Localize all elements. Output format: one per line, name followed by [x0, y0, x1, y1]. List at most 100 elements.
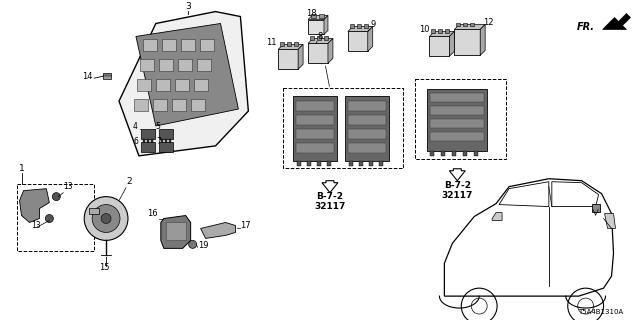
- Text: 9: 9: [371, 20, 376, 29]
- Bar: [296, 143, 334, 153]
- Bar: [153, 99, 167, 111]
- Text: 32117: 32117: [314, 202, 346, 211]
- Bar: [431, 106, 484, 115]
- Bar: [452, 151, 456, 156]
- Bar: [317, 36, 321, 40]
- Bar: [156, 79, 170, 91]
- Bar: [431, 93, 484, 102]
- Text: B-7-2: B-7-2: [316, 192, 344, 201]
- Bar: [191, 99, 205, 111]
- Bar: [161, 139, 163, 143]
- Bar: [194, 79, 207, 91]
- Bar: [454, 29, 480, 55]
- Bar: [143, 39, 157, 51]
- Bar: [180, 39, 195, 51]
- Bar: [310, 36, 314, 40]
- Circle shape: [84, 196, 128, 240]
- Bar: [200, 39, 214, 51]
- Text: 6: 6: [133, 137, 138, 146]
- Polygon shape: [19, 189, 49, 222]
- Bar: [348, 115, 386, 125]
- Polygon shape: [603, 13, 630, 29]
- Bar: [348, 143, 386, 153]
- Polygon shape: [368, 27, 372, 51]
- Bar: [287, 43, 291, 46]
- Bar: [349, 161, 353, 166]
- Bar: [345, 96, 388, 161]
- Bar: [357, 25, 361, 28]
- Bar: [308, 44, 328, 63]
- Bar: [89, 208, 99, 213]
- Bar: [379, 161, 383, 166]
- Text: 11: 11: [266, 38, 276, 47]
- Bar: [159, 142, 173, 152]
- Bar: [428, 89, 487, 151]
- Bar: [431, 151, 435, 156]
- Bar: [474, 151, 478, 156]
- FancyArrow shape: [449, 169, 465, 181]
- Polygon shape: [454, 25, 485, 29]
- Text: 19: 19: [198, 241, 208, 250]
- Bar: [166, 222, 186, 240]
- Bar: [348, 101, 386, 111]
- Bar: [438, 29, 442, 34]
- Text: 8: 8: [317, 32, 323, 41]
- Bar: [172, 99, 186, 111]
- Polygon shape: [161, 216, 191, 248]
- Bar: [134, 99, 148, 111]
- Bar: [470, 22, 474, 27]
- Text: 14: 14: [82, 72, 92, 81]
- Text: FR.: FR.: [577, 22, 595, 32]
- Bar: [141, 142, 155, 152]
- Bar: [431, 132, 484, 141]
- Bar: [143, 139, 145, 143]
- Bar: [159, 129, 173, 139]
- Bar: [141, 129, 155, 139]
- Text: 32117: 32117: [442, 191, 473, 200]
- Polygon shape: [429, 31, 454, 36]
- Text: B-7-2: B-7-2: [444, 181, 471, 190]
- Polygon shape: [348, 27, 372, 31]
- Circle shape: [189, 240, 196, 248]
- Bar: [162, 39, 176, 51]
- Bar: [137, 79, 151, 91]
- Bar: [431, 29, 435, 34]
- Polygon shape: [328, 38, 333, 63]
- Text: 13: 13: [31, 221, 41, 230]
- Bar: [442, 151, 445, 156]
- Polygon shape: [605, 213, 616, 228]
- Bar: [350, 25, 354, 28]
- Bar: [164, 139, 167, 143]
- Polygon shape: [449, 31, 454, 56]
- Circle shape: [92, 204, 120, 232]
- Circle shape: [52, 193, 60, 201]
- Polygon shape: [324, 16, 328, 35]
- Polygon shape: [278, 44, 303, 49]
- Bar: [293, 96, 337, 161]
- Bar: [324, 36, 328, 40]
- Bar: [297, 161, 301, 166]
- Text: 1: 1: [19, 164, 24, 173]
- Bar: [348, 129, 386, 139]
- Text: 4: 4: [133, 122, 138, 131]
- Text: 2: 2: [126, 177, 132, 186]
- FancyArrow shape: [322, 181, 338, 193]
- Bar: [196, 59, 211, 71]
- Text: 18: 18: [306, 9, 316, 18]
- Bar: [431, 119, 484, 128]
- Bar: [415, 79, 506, 159]
- Text: 12: 12: [483, 19, 493, 28]
- Text: 16: 16: [147, 209, 158, 218]
- Text: 13: 13: [63, 182, 73, 191]
- Bar: [159, 59, 173, 71]
- Bar: [429, 36, 449, 56]
- Bar: [278, 49, 298, 69]
- Bar: [296, 129, 334, 139]
- Bar: [280, 43, 284, 46]
- Text: 15: 15: [99, 263, 109, 272]
- Circle shape: [45, 214, 53, 222]
- Bar: [294, 43, 298, 46]
- Bar: [147, 139, 149, 143]
- Bar: [463, 151, 467, 156]
- Bar: [296, 101, 334, 111]
